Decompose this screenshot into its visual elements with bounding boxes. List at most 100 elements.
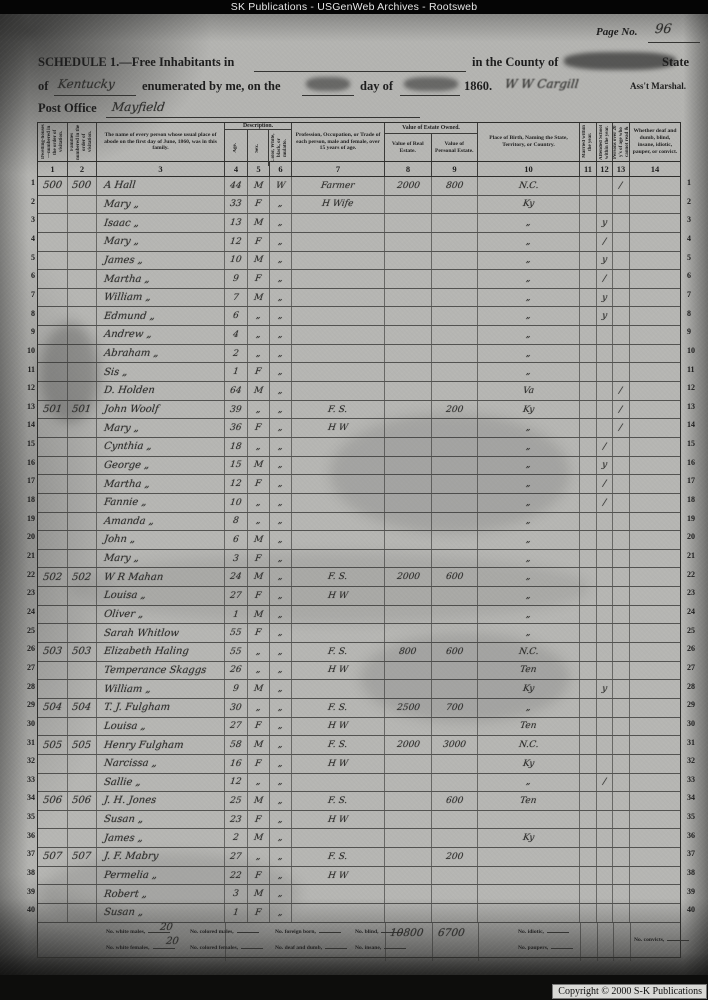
cell-married-mark xyxy=(580,643,597,661)
census-row: Sallie „ 12 „ „ „ / xyxy=(38,773,680,793)
cell-remarks xyxy=(630,457,680,475)
handwritten-entry: J. H. Jones xyxy=(103,795,157,807)
handwritten-entry: 4 xyxy=(232,329,240,340)
row-number-left: 19 xyxy=(27,513,35,523)
census-row: 507 507 J. F. Mabry 27 „ „ F. S. 200 xyxy=(38,848,680,867)
cell-birthplace xyxy=(478,848,580,866)
cell-married-mark xyxy=(580,810,597,829)
row-number-left: 13 xyxy=(27,401,35,411)
column-group-estate: Value of Estate Owned. Value of Real Est… xyxy=(385,123,478,161)
cell-family-number xyxy=(68,549,97,568)
cell-person-name: Fannie „ xyxy=(97,493,225,512)
cell-sex: M xyxy=(248,885,270,903)
column-number: 14 xyxy=(650,164,660,174)
column-header-family: Families numbered in the order of visita… xyxy=(68,123,97,161)
cell-school-mark: / xyxy=(597,493,613,512)
cell-birthplace: „ xyxy=(478,773,580,792)
cell-birthplace: „ xyxy=(478,288,580,307)
handwritten-entry: John Woolf xyxy=(103,404,160,415)
district-blank xyxy=(254,69,466,72)
column-number: 9 xyxy=(432,162,478,176)
day-of-label: day of xyxy=(360,79,393,93)
handwritten-entry: „ xyxy=(277,441,284,452)
handwritten-entry: F. S. xyxy=(327,851,349,862)
cell-married-mark xyxy=(580,512,597,531)
handwritten-entry: „ xyxy=(277,684,284,695)
cell-dwelling-number: 505 xyxy=(38,736,68,754)
cell-school-mark xyxy=(597,605,613,624)
cell-age: 23 xyxy=(225,810,248,829)
handwritten-entry: „ xyxy=(277,348,284,359)
cell-real-estate-value xyxy=(385,493,432,512)
handwritten-entry: Ten xyxy=(519,665,538,676)
cell-birthplace: „ xyxy=(478,419,580,437)
census-row: Isaac „ 13 M „ „ y xyxy=(38,214,680,233)
cell-family-number xyxy=(68,493,97,512)
cell-occupation xyxy=(292,326,385,344)
cell-color: „ xyxy=(270,549,292,568)
cell-color: „ xyxy=(270,232,292,251)
cell-occupation: F. S. xyxy=(292,698,385,717)
handwritten-entry: „ xyxy=(277,870,284,881)
census-row: Mary „ 36 F „ H W „ / xyxy=(38,419,680,438)
cell-real-estate-value xyxy=(385,344,432,363)
cell-married-mark xyxy=(580,288,597,307)
cell-remarks xyxy=(630,774,680,792)
month-underline xyxy=(400,93,460,96)
cell-real-estate-value xyxy=(385,754,432,773)
cell-birthplace: „ xyxy=(478,475,580,493)
cell-occupation: H W xyxy=(292,810,385,829)
cell-age: 30 xyxy=(225,698,248,717)
handwritten-entry: 27 xyxy=(229,590,243,601)
cell-school-mark xyxy=(597,177,613,195)
cell-color: W xyxy=(270,177,292,195)
cell-dwelling-number xyxy=(38,363,68,382)
row-number-left: 24 xyxy=(27,606,35,616)
cell-literacy-mark xyxy=(613,736,630,754)
row-number-left: 39 xyxy=(27,886,35,896)
handwritten-entry: M xyxy=(253,889,264,900)
handwritten-entry: „ xyxy=(277,329,284,340)
handwritten-entry: H W xyxy=(327,423,349,434)
cell-occupation: H W xyxy=(292,866,385,885)
cell-occupation xyxy=(292,232,385,251)
cell-color: „ xyxy=(270,643,292,661)
cell-dwelling-number xyxy=(38,195,68,214)
cell-school-mark xyxy=(597,736,613,754)
cell-literacy-mark xyxy=(613,493,630,512)
cell-remarks xyxy=(630,587,680,605)
row-number-right: 36 xyxy=(687,830,695,840)
cell-occupation xyxy=(292,549,385,568)
column-header-literacy: Persons over 20 y's of age who cannot re… xyxy=(613,123,630,161)
cell-married-mark xyxy=(580,475,597,493)
cell-family-number xyxy=(68,512,97,531)
footer-tally-label: No. colored females, xyxy=(190,945,264,951)
column-number: 12 xyxy=(597,162,613,176)
handwritten-entry: „ xyxy=(277,404,284,415)
row-number-left: 15 xyxy=(27,439,35,449)
row-number-right: 13 xyxy=(687,401,695,411)
handwritten-entry: F xyxy=(254,758,263,769)
cell-school-mark xyxy=(597,829,613,848)
cell-age: 1 xyxy=(225,903,248,922)
cell-personal-estate-value xyxy=(432,866,478,885)
handwritten-entry: 10 xyxy=(229,497,243,508)
handwritten-entry: 55 xyxy=(229,646,243,657)
cell-color: „ xyxy=(270,698,292,717)
cell-family-number xyxy=(68,195,97,214)
cell-person-name: Andrew „ xyxy=(97,326,225,344)
cell-family-number xyxy=(68,810,97,829)
cell-school-mark xyxy=(597,717,613,736)
cell-birthplace: N.C. xyxy=(478,643,580,661)
cell-birthplace: „ xyxy=(478,232,580,251)
cell-real-estate-value xyxy=(385,512,432,531)
handwritten-entry: / xyxy=(618,180,624,191)
cell-person-name: Louisa „ xyxy=(97,587,225,605)
handwritten-entry: F. S. xyxy=(327,702,349,713)
handwritten-entry: Ten xyxy=(519,795,538,806)
table-header: Dwelling-houses—numbered in the order of… xyxy=(38,123,680,166)
cell-literacy-mark xyxy=(613,344,630,363)
cell-occupation: F. S. xyxy=(292,643,385,661)
handwritten-entry: „ xyxy=(525,329,532,340)
